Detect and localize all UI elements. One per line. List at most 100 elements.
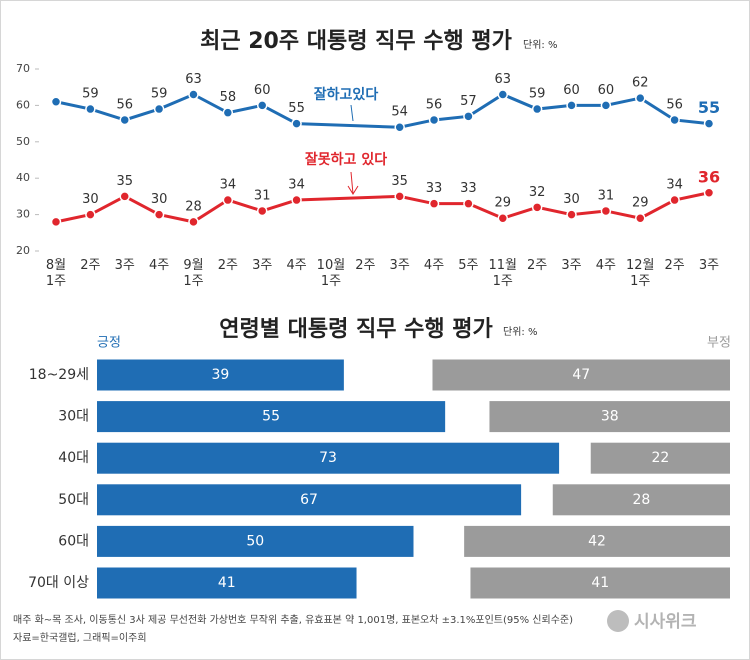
bar [432, 359, 730, 391]
value-label: 60 [598, 83, 615, 98]
value-label: 31 [254, 188, 271, 203]
x-tick-label: 12월 1주 [625, 258, 655, 289]
annotation-leader [350, 104, 354, 122]
bar [97, 442, 560, 474]
y-tick-label: 20 [16, 244, 30, 257]
marker [428, 114, 440, 126]
value-label: 62 [632, 76, 649, 91]
value-label: 58 [220, 90, 237, 105]
x-tick-label: 4주 [286, 258, 307, 273]
value-label: 63 [185, 72, 202, 87]
value-label: 29 [495, 196, 512, 211]
marker [222, 194, 234, 206]
marker [463, 111, 474, 122]
marker [635, 212, 646, 224]
marker [428, 198, 440, 209]
value-label: 56 [116, 97, 133, 112]
x-tick-label: 4주 [148, 258, 170, 273]
unit: 단위: % [503, 325, 537, 338]
line [399, 191, 710, 220]
annotation-leader [347, 171, 359, 195]
value-label: 57 [460, 94, 477, 109]
logo-icon [607, 610, 629, 632]
marker [669, 114, 680, 126]
y-tick-label: 40 [16, 171, 30, 184]
y-tick-label: 50 [16, 135, 30, 148]
marker [85, 103, 96, 115]
category-label: 30대 [58, 409, 89, 425]
value-label: 41 [218, 575, 236, 591]
bar [552, 484, 730, 516]
value-label: 50 [246, 533, 264, 549]
x-tick-label: 4주 [423, 258, 445, 273]
value-label: 59 [151, 87, 168, 102]
value-label: 55 [262, 409, 280, 425]
bar [464, 525, 730, 557]
gap-connector [296, 194, 400, 202]
value-label: 34 [220, 178, 237, 193]
bar [97, 401, 446, 433]
marker [85, 209, 96, 220]
x-tick-label: 11월 1주 [488, 258, 518, 289]
value-label: 56 [426, 97, 443, 112]
bar [97, 525, 414, 557]
y-tick-label: 30 [16, 208, 30, 221]
line [55, 194, 298, 224]
marker [153, 103, 165, 115]
value-label: 22 [651, 450, 669, 466]
value-label: 67 [300, 492, 318, 508]
value-label: 55 [288, 101, 305, 116]
marker [566, 100, 577, 111]
x-tick-label: 5주 [458, 258, 479, 273]
marker [119, 114, 130, 126]
x-tick-label: 3주 [389, 258, 410, 273]
x-tick-label: 2주 [664, 258, 685, 273]
note: 매주 화~목 조사, 이동통신 3사 제공 무선전화 가상번호 무작위 추출, … [13, 613, 573, 626]
value-label: 30 [82, 192, 99, 207]
category-label: 18~29세 [29, 367, 89, 383]
series-annotation: 잘하고있다 [314, 86, 379, 103]
value-label: 63 [495, 72, 512, 87]
bar [97, 359, 344, 391]
marker [394, 191, 405, 202]
value-label: 30 [563, 192, 580, 207]
marker [600, 205, 612, 217]
value-label: 31 [598, 188, 615, 203]
value-label: 42 [588, 533, 606, 549]
bar [590, 442, 730, 474]
marker [119, 191, 130, 202]
value-label: 30 [151, 192, 168, 207]
logo: 시사위크 [634, 612, 697, 632]
x-tick-label: 2주 [217, 258, 238, 273]
marker [600, 100, 612, 111]
value-label: 33 [426, 181, 443, 196]
value-label: 29 [632, 196, 649, 211]
category-label: 70대 이상 [28, 575, 89, 591]
value-label: 38 [601, 409, 619, 425]
marker [669, 194, 680, 206]
x-tick-label: 3주 [114, 258, 135, 273]
x-tick-label: 2주 [355, 258, 376, 273]
value-label: 33 [460, 181, 477, 196]
value-label: 59 [529, 87, 546, 102]
value-label: 28 [185, 199, 202, 214]
marker [531, 103, 543, 115]
value-label: 60 [563, 83, 580, 98]
line [55, 92, 298, 125]
x-tick-label: 2주 [527, 258, 548, 273]
bar [489, 401, 730, 433]
value-label: 47 [572, 367, 590, 383]
x-tick-label: 3주 [561, 258, 582, 273]
marker [256, 100, 268, 111]
x-tick-label: 8월 1주 [45, 258, 67, 289]
value-label: 35 [391, 174, 408, 189]
x-tick-label: 2주 [80, 258, 101, 273]
value-label: 32 [529, 185, 546, 200]
gap-connector [296, 122, 400, 129]
value-label: 73 [319, 450, 337, 466]
marker [703, 118, 715, 129]
value-label: 34 [288, 178, 305, 193]
marker [188, 89, 199, 100]
category-label: 60대 [58, 533, 89, 549]
marker [531, 202, 543, 213]
